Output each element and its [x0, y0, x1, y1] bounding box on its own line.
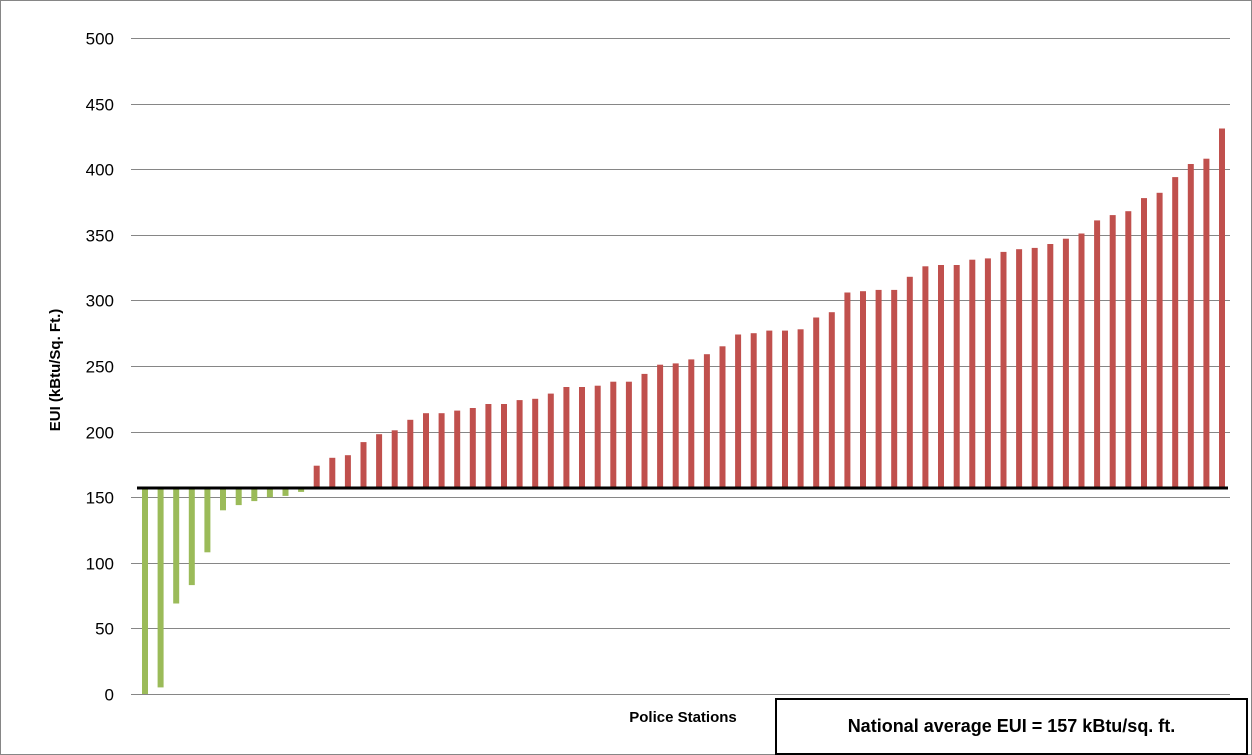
- bar: [188, 488, 195, 586]
- y-axis-title: EUI (kBtu/Sq. Ft.): [47, 309, 64, 432]
- y-tick-label: 50: [95, 620, 114, 639]
- bar: [688, 359, 695, 488]
- bar: [313, 465, 320, 488]
- bar: [266, 488, 273, 498]
- bar: [501, 404, 507, 488]
- bar: [1031, 247, 1038, 488]
- bar: [235, 488, 242, 506]
- bar: [625, 381, 632, 488]
- bar: [657, 364, 664, 488]
- bar: [1141, 198, 1147, 489]
- y-axis-ticks: 0 50 100 150 200 250 300 350 400 450 500: [86, 30, 114, 705]
- y-tick-label: 300: [86, 292, 114, 311]
- bar: [516, 400, 523, 488]
- bar: [766, 330, 773, 488]
- bar: [1219, 128, 1225, 488]
- bar: [1187, 164, 1194, 489]
- bar: [391, 430, 398, 488]
- y-tick-label: 250: [86, 358, 114, 377]
- bar: [750, 333, 757, 488]
- bar: [173, 488, 180, 604]
- bar: [485, 404, 492, 488]
- bar: [719, 346, 726, 488]
- bar: [344, 455, 351, 488]
- bar: [782, 330, 788, 488]
- y-tick-label: 150: [86, 489, 114, 508]
- bar: [1203, 158, 1210, 488]
- bar: [1016, 249, 1023, 488]
- gridlines: [131, 38, 1230, 695]
- bar: [922, 266, 929, 488]
- bar: [610, 381, 617, 488]
- national-average-annotation: National average EUI = 157 kBtu/sq. ft.: [775, 698, 1248, 755]
- bar: [204, 488, 211, 553]
- bar: [438, 413, 445, 488]
- bar: [1078, 233, 1085, 488]
- bar: [1062, 238, 1069, 488]
- bar: [469, 408, 476, 488]
- bar: [454, 410, 461, 488]
- bar: [563, 387, 570, 488]
- bar: [1047, 244, 1054, 488]
- bar: [953, 265, 960, 488]
- bars: [142, 128, 1225, 694]
- y-tick-label: 350: [86, 227, 114, 246]
- bar: [641, 373, 648, 488]
- bar: [298, 488, 305, 492]
- bar: [1125, 211, 1132, 488]
- bar: [251, 488, 258, 502]
- bar: [969, 259, 976, 488]
- bar: [376, 434, 383, 488]
- bar: [875, 289, 882, 488]
- bar: [142, 488, 148, 694]
- bar: [360, 442, 367, 488]
- bar: [735, 334, 742, 488]
- y-tick-label: 0: [105, 686, 114, 705]
- y-tick-label: 500: [86, 30, 114, 49]
- y-tick-label: 200: [86, 424, 114, 443]
- bar: [984, 258, 991, 488]
- bar: [1172, 177, 1179, 488]
- bar: [1109, 215, 1116, 488]
- bar: [532, 398, 539, 488]
- bar: [906, 276, 913, 488]
- bar: [547, 393, 554, 489]
- bar: [594, 385, 601, 488]
- x-axis-title: Police Stations: [629, 709, 737, 726]
- bar: [282, 488, 289, 496]
- bar: [579, 387, 585, 488]
- bar: [1094, 220, 1101, 488]
- bar: [672, 363, 679, 488]
- bar: [860, 291, 866, 488]
- bar: [1000, 251, 1007, 489]
- bar: [891, 289, 898, 488]
- bar: [938, 265, 944, 488]
- bar: [703, 354, 710, 488]
- bar: [797, 329, 804, 489]
- y-tick-label: 400: [86, 161, 114, 180]
- bar: [1156, 192, 1163, 489]
- bar: [423, 413, 429, 488]
- bar: [813, 317, 820, 489]
- y-tick-label: 450: [86, 96, 114, 115]
- bar: [157, 488, 164, 688]
- bar: [828, 312, 835, 488]
- bar: [407, 419, 414, 488]
- bar: [220, 488, 226, 511]
- y-tick-label: 100: [86, 555, 114, 574]
- bar: [844, 292, 851, 488]
- bar: [329, 457, 336, 488]
